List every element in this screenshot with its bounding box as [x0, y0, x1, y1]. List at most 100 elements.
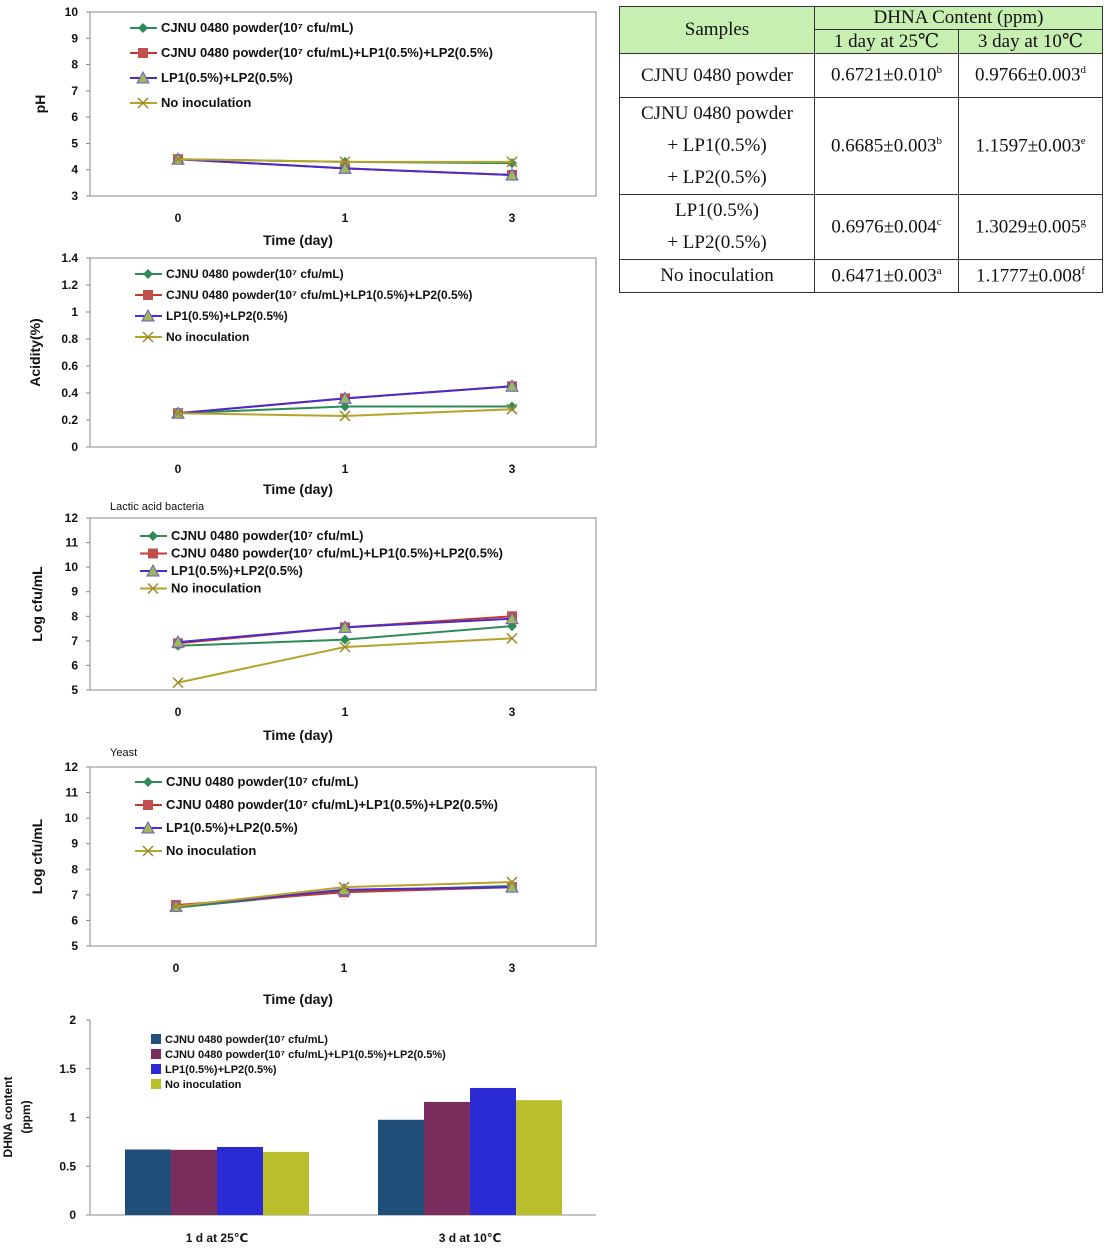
legend-marker — [137, 97, 149, 109]
table-row: CJNU 0480 powder 0.6721±0.010b 0.9766±0.… — [619, 53, 1103, 98]
significance-letter: d — [1080, 64, 1086, 77]
dhna-table: Samples DHNA Content (ppm) 1 day at 25℃ … — [619, 6, 1103, 293]
legend-marker — [146, 563, 160, 577]
legend-label: No inoculation — [166, 330, 249, 344]
significance-letter: g — [1080, 215, 1086, 228]
value-text: 0.6471±0.003 — [831, 265, 937, 287]
plot-frame — [89, 517, 597, 691]
y-tick-label: 6 — [71, 658, 78, 672]
y-tick-label: 11 — [65, 536, 78, 550]
y-tick-label: 10 — [65, 5, 79, 19]
bar — [516, 1100, 562, 1215]
y-tick-label: 5 — [71, 136, 78, 150]
table-header-day3: 3 day at 10℃ — [958, 29, 1103, 54]
y-tick-label: 9 — [71, 585, 78, 599]
value-text: 0.6976±0.004 — [831, 216, 937, 238]
legend-label: No inoculation — [165, 1079, 242, 1091]
y-tick-label: 8 — [71, 862, 78, 876]
data-point — [340, 401, 350, 412]
y-tick-label: 10 — [65, 560, 79, 574]
y-tick-label: 0.6 — [61, 359, 78, 373]
value-cell: 0.6471±0.003a — [814, 259, 959, 293]
significance-letter: c — [936, 215, 942, 228]
y-tick-label: 6 — [71, 110, 78, 124]
y-axis-label: Acidity(%) — [27, 318, 43, 386]
y-tick-label: 1 — [71, 305, 78, 319]
data-point — [172, 677, 184, 689]
value-text: 1.3029±0.005 — [975, 216, 1081, 238]
data-point — [505, 611, 519, 625]
legend-label: LP1(0.5%)+LP2(0.5%) — [161, 70, 293, 85]
sample-cell: CJNU 0480 powder + LP1(0.5%) + LP2(0.5%) — [619, 97, 815, 195]
y-tick-label: 0.8 — [61, 332, 78, 346]
legend-marker — [148, 531, 158, 541]
x-tick-label: 1 — [341, 961, 348, 975]
data-point — [505, 167, 519, 181]
legend-marker — [142, 331, 154, 343]
y-tick-label: 0.5 — [59, 1159, 76, 1173]
legend-label: CJNU 0480 powder(10⁷ cfu/mL)+LP1(0.5%)+L… — [165, 1049, 446, 1061]
legend-label: CJNU 0480 powder(10⁷ cfu/mL)+LP1(0.5%)+L… — [166, 288, 472, 302]
data-point — [338, 391, 352, 404]
x-tick-label: 0 — [175, 462, 182, 476]
x-tick-label: 3 — [509, 961, 516, 975]
y-tick-label: 11 — [65, 786, 78, 800]
data-point — [340, 634, 350, 645]
data-point — [338, 620, 352, 633]
y-tick-label: 7 — [71, 888, 78, 902]
y-axis-label: DHNA content — [1, 1077, 15, 1158]
value-text: 0.6721±0.010 — [831, 64, 937, 86]
y-tick-label: 5 — [71, 683, 78, 697]
plot-frame — [89, 11, 597, 197]
y-tick-label: 7 — [71, 84, 78, 98]
legend-label: CJNU 0480 powder(10⁷ cfu/mL) — [165, 1034, 328, 1046]
data-point — [505, 880, 519, 893]
data-point — [338, 881, 350, 893]
series-line — [177, 637, 513, 684]
sample-label: CJNU 0480 powder — [641, 64, 793, 86]
data-point — [172, 153, 184, 165]
value-cell: 0.6976±0.004c — [814, 194, 959, 260]
sample-label: + LP2(0.5%) — [667, 167, 767, 188]
legend-swatch — [151, 1034, 161, 1044]
legend-label: LP1(0.5%)+LP2(0.5%) — [165, 1064, 277, 1076]
legend-marker — [143, 777, 153, 787]
y-tick-label: 0.4 — [61, 386, 78, 400]
x-tick-label: 3 — [509, 211, 516, 225]
y-tick-label: 2 — [69, 1013, 76, 1027]
y-tick-label: 5 — [71, 939, 78, 953]
data-point — [338, 161, 352, 174]
data-point — [506, 403, 518, 415]
y-tick-label: 0 — [69, 1208, 76, 1222]
significance-letter: b — [936, 64, 942, 77]
data-point — [505, 379, 519, 392]
legend-label: No inoculation — [171, 581, 261, 596]
x-tick-label: 1 — [342, 705, 349, 719]
y-tick-label: 1.5 — [59, 1062, 76, 1076]
legend-marker — [141, 820, 155, 834]
y-tick-label: 7 — [71, 634, 78, 648]
chart-title: Lactic acid bacteria — [110, 501, 205, 513]
x-tick-label: 1 — [342, 462, 349, 476]
sample-cell: LP1(0.5%) + LP2(0.5%) — [619, 194, 815, 260]
value-cell: 1.3029±0.005g — [958, 194, 1103, 260]
legend-marker — [143, 800, 153, 810]
legend-marker — [136, 70, 150, 84]
legend-marker — [138, 23, 148, 33]
x-tick-label: 1 d at 25℃ — [186, 1231, 249, 1245]
legend-label: CJNU 0480 powder(10⁷ cfu/mL) — [166, 774, 358, 789]
sample-cell: CJNU 0480 powder — [619, 53, 815, 98]
significance-letter: f — [1081, 264, 1086, 277]
y-tick-label: 3 — [71, 189, 78, 203]
legend-label: CJNU 0480 powder(10⁷ cfu/mL) — [161, 20, 353, 35]
value-cell: 1.1777±0.008f — [958, 259, 1103, 293]
legend-marker — [143, 269, 153, 279]
x-tick-label: 3 — [509, 705, 516, 719]
bar — [217, 1146, 263, 1215]
value-cell: 0.6721±0.010b — [814, 53, 959, 98]
data-point — [172, 407, 184, 419]
value-cell: 1.1597±0.003e — [958, 97, 1103, 195]
legend-label: CJNU 0480 powder(10⁷ cfu/mL)+LP1(0.5%)+L… — [171, 546, 503, 561]
legend-label: No inoculation — [166, 843, 256, 858]
sample-label: No inoculation — [660, 265, 774, 286]
